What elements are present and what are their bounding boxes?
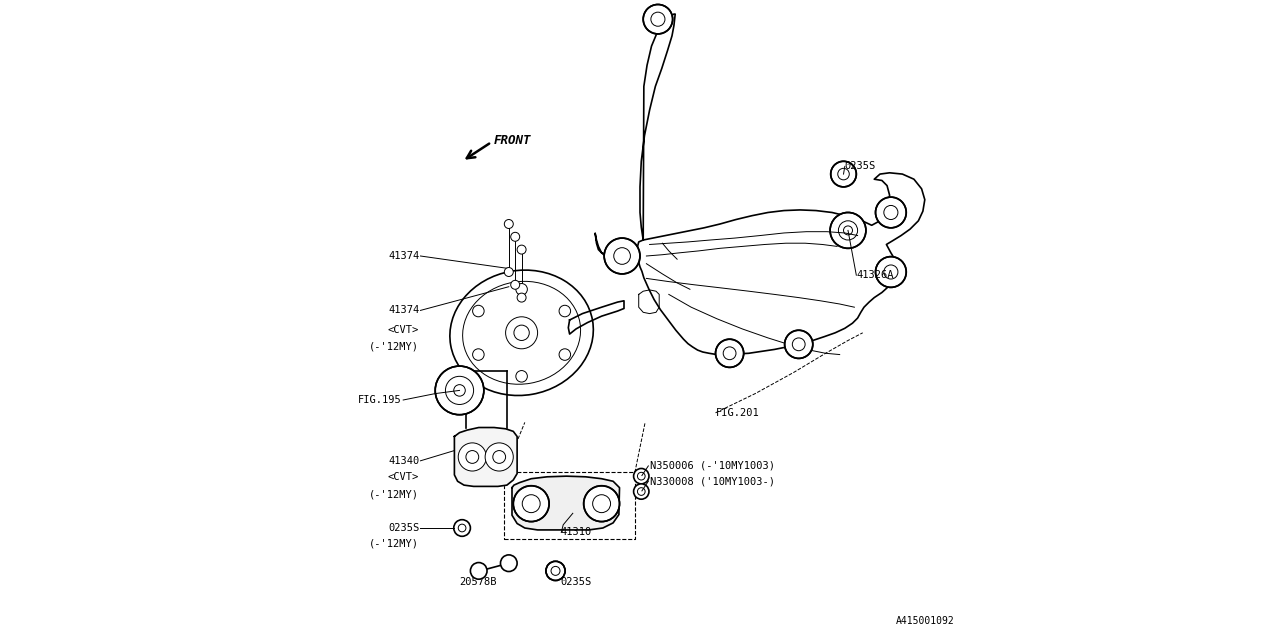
Circle shape <box>458 443 486 471</box>
Text: 41310: 41310 <box>561 527 591 538</box>
Text: N330008 ('10MY1003-): N330008 ('10MY1003-) <box>650 476 774 486</box>
Text: 0235S: 0235S <box>845 161 876 172</box>
Text: 0235S: 0235S <box>561 577 591 588</box>
Text: A415001092: A415001092 <box>896 616 955 626</box>
Text: (-'12MY): (-'12MY) <box>369 342 420 352</box>
Circle shape <box>517 245 526 254</box>
Circle shape <box>559 349 571 360</box>
Text: FIG.201: FIG.201 <box>716 408 759 418</box>
Text: 41374: 41374 <box>388 305 420 316</box>
Text: (-'12MY): (-'12MY) <box>369 489 420 499</box>
Circle shape <box>472 305 484 317</box>
Circle shape <box>485 443 513 471</box>
Circle shape <box>506 317 538 349</box>
Circle shape <box>644 4 673 34</box>
Circle shape <box>513 486 549 522</box>
Circle shape <box>454 520 471 536</box>
Circle shape <box>471 563 488 579</box>
Circle shape <box>604 238 640 274</box>
Text: 41326A: 41326A <box>856 270 893 280</box>
Text: FIG.195: FIG.195 <box>358 395 402 405</box>
Text: 0235S: 0235S <box>388 523 420 533</box>
Polygon shape <box>512 476 620 530</box>
Text: (-'12MY): (-'12MY) <box>369 539 420 549</box>
Circle shape <box>545 561 566 580</box>
Text: N350006 (-'10MY1003): N350006 (-'10MY1003) <box>650 461 774 471</box>
Text: <CVT>: <CVT> <box>388 324 420 335</box>
Circle shape <box>634 468 649 484</box>
Circle shape <box>504 220 513 228</box>
Circle shape <box>876 197 906 228</box>
Circle shape <box>716 339 744 367</box>
Polygon shape <box>454 428 517 486</box>
Circle shape <box>516 371 527 382</box>
Text: FRONT: FRONT <box>494 134 531 147</box>
Circle shape <box>511 232 520 241</box>
Circle shape <box>584 486 620 522</box>
Ellipse shape <box>449 270 594 396</box>
Text: 20578B: 20578B <box>460 577 497 588</box>
Text: 41340: 41340 <box>388 456 420 466</box>
Circle shape <box>876 257 906 287</box>
Circle shape <box>516 284 527 295</box>
Polygon shape <box>640 14 676 240</box>
Circle shape <box>500 555 517 572</box>
Circle shape <box>559 305 571 317</box>
Circle shape <box>435 366 484 415</box>
Circle shape <box>831 161 856 187</box>
Polygon shape <box>568 301 625 334</box>
Polygon shape <box>595 173 924 355</box>
Circle shape <box>517 293 526 302</box>
Text: <CVT>: <CVT> <box>388 472 420 482</box>
Circle shape <box>472 349 484 360</box>
Text: 41374: 41374 <box>388 251 420 261</box>
Circle shape <box>634 484 649 499</box>
Circle shape <box>511 280 520 289</box>
Circle shape <box>504 268 513 276</box>
Circle shape <box>785 330 813 358</box>
Circle shape <box>831 212 867 248</box>
Circle shape <box>515 325 530 340</box>
